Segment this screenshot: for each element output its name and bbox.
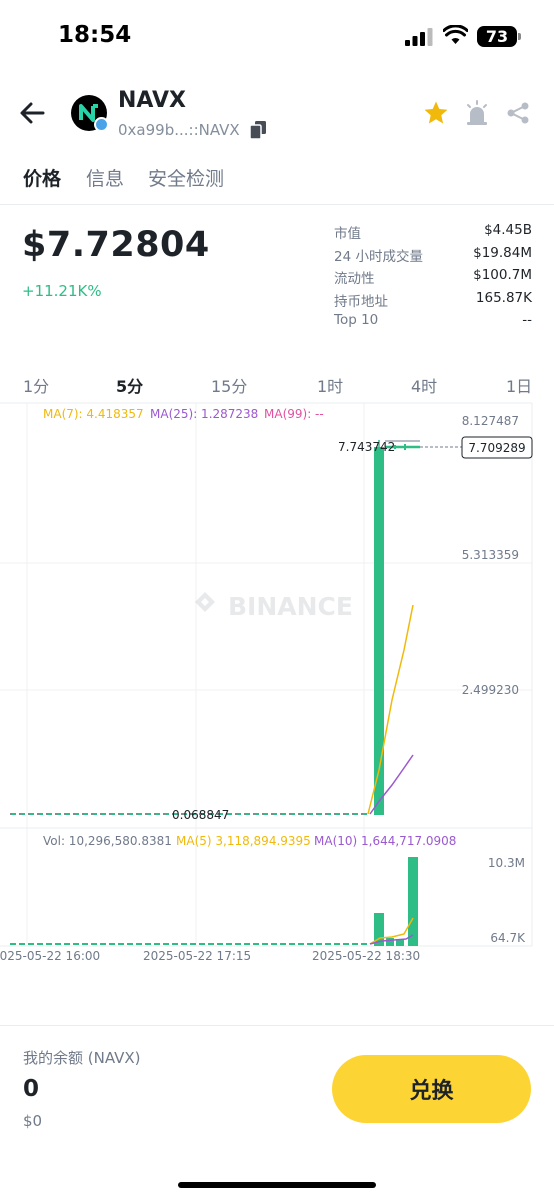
wifi-icon	[443, 25, 468, 44]
stat-value: $4.45B	[484, 222, 532, 238]
token-address: 0xa99b...::NAVX	[118, 121, 240, 139]
timeframe-1m[interactable]: 1分	[23, 377, 50, 396]
time-axis-label: 2025-05-22 16:00	[0, 949, 100, 963]
volume-axis-label: 64.7K	[490, 931, 526, 945]
stat-market-cap: 市值 $4.45B	[334, 222, 532, 245]
stat-liquidity: 流动性 $100.7M	[334, 267, 532, 290]
volume-axis-label: 10.3M	[488, 856, 525, 870]
balance-usd-value: $0	[23, 1112, 43, 1130]
volume-ma5-line	[369, 917, 414, 945]
volume-bar	[396, 939, 404, 946]
market-stats: 市值 $4.45B 24 小时成交量 $19.84M 流动性 $100.7M 持…	[334, 222, 532, 335]
token-logo	[71, 95, 109, 132]
volume-ma5-legend: MA(5) 3,118,894.9395	[176, 834, 311, 848]
balance-amount: 0	[23, 1076, 40, 1102]
stat-label: 24 小时成交量	[334, 248, 423, 265]
spike-candle	[374, 447, 384, 815]
ma7-legend: MA(7): 4.418357	[43, 407, 144, 421]
timeframe-15m[interactable]: 15分	[211, 377, 248, 396]
price-alert-icon[interactable]	[464, 100, 490, 126]
volume-bar	[408, 857, 418, 946]
tab-security-check[interactable]: 安全检测	[148, 168, 225, 190]
price-axis-label: 8.127487	[462, 414, 519, 428]
stat-value: $19.84M	[473, 244, 532, 261]
back-arrow-icon[interactable]	[18, 99, 46, 127]
binance-watermark: BINANCE	[195, 592, 353, 621]
home-indicator[interactable]	[178, 1182, 376, 1188]
star-icon[interactable]	[423, 100, 449, 126]
ma99-legend: MA(99): --	[264, 407, 324, 421]
price-change: +11.21K%	[22, 282, 102, 300]
price-axis-label: 2.499230	[462, 683, 519, 697]
navx-logo-icon	[79, 104, 98, 122]
kline-chart[interactable]: BINANCE 7.709289 7.743742 0.068847 8.127…	[0, 400, 554, 970]
chain-badge-icon	[94, 117, 109, 132]
divider	[0, 204, 554, 205]
current-price: $7.72804	[22, 225, 210, 265]
stat-label: 市值	[334, 226, 361, 242]
timeframe-5m[interactable]: 5分	[116, 377, 144, 396]
token-name: NAVX	[118, 88, 186, 113]
ma25-legend: MA(25): 1.287238	[150, 407, 259, 421]
stat-holders: 持币地址 165.87K	[334, 290, 532, 313]
status-bar: 18:54 73	[0, 0, 554, 70]
timeframe-1d[interactable]: 1日	[506, 377, 533, 396]
stat-value: --	[522, 312, 532, 328]
price-axis-label: 5.313359	[462, 548, 519, 562]
tab-info[interactable]: 信息	[86, 168, 125, 190]
stat-label: 持币地址	[334, 293, 388, 310]
tab-price[interactable]: 价格	[23, 168, 62, 190]
stat-value: 165.87K	[475, 289, 532, 306]
stat-label: 流动性	[334, 271, 375, 287]
share-icon[interactable]	[506, 101, 530, 125]
copy-icon[interactable]	[250, 121, 266, 139]
swap-button[interactable]: 兑换	[332, 1055, 531, 1123]
divider	[0, 1025, 554, 1026]
timeframe-4h[interactable]: 4时	[411, 377, 438, 396]
volume-ma10-line	[369, 934, 414, 945]
stat-24h-volume: 24 小时成交量 $19.84M	[334, 245, 532, 268]
ma25-line	[369, 754, 414, 815]
stat-value: $100.7M	[473, 267, 532, 283]
time-axis-label: 2025-05-22 17:15	[143, 949, 251, 963]
current-price-label: 7.709289	[468, 441, 525, 455]
volume-bar	[386, 938, 394, 946]
high-price-label: 7.743742	[338, 440, 395, 454]
watermark-text: BINANCE	[228, 592, 353, 621]
time-axis-label: 2025-05-22 18:30	[312, 949, 420, 963]
low-price-label: 0.068847	[172, 808, 229, 822]
volume-bar	[374, 913, 384, 946]
timeframe-1h[interactable]: 1时	[317, 377, 344, 396]
signal-icon	[405, 28, 433, 46]
stat-label: Top 10	[334, 312, 379, 328]
ma7-line	[367, 604, 414, 815]
volume-ma10-legend: MA(10) 1,644,717.0908	[314, 834, 457, 848]
status-time: 18:54	[58, 22, 132, 48]
balance-label: 我的余额 (NAVX)	[23, 1049, 141, 1067]
volume-legend: Vol: 10,296,580.8381	[43, 834, 172, 848]
battery-icon: 73	[477, 26, 521, 47]
stat-top10: Top 10 --	[334, 312, 532, 335]
current-price-tag	[461, 436, 533, 459]
